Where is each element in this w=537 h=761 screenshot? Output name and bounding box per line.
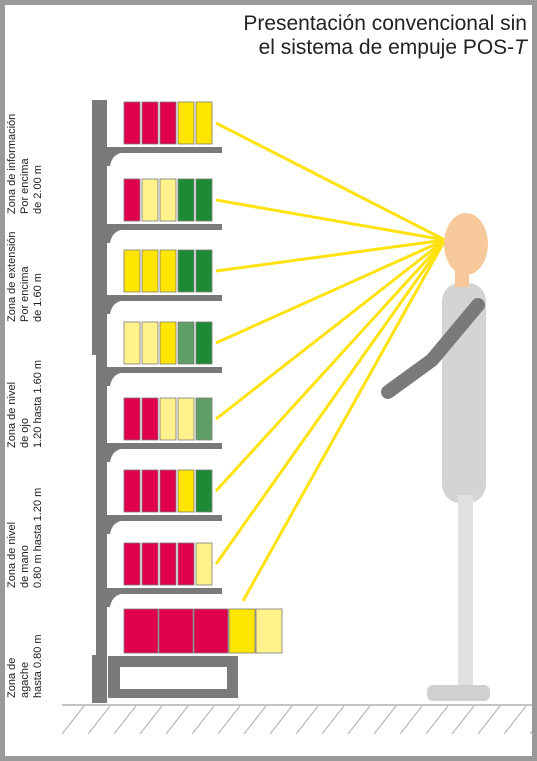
product-block xyxy=(159,469,177,513)
product-block xyxy=(141,469,159,513)
sight-line xyxy=(215,238,446,273)
title-line-2: el sistema de empuje POS-T xyxy=(107,36,527,60)
floor-hatching xyxy=(62,706,532,734)
product-block xyxy=(177,321,195,365)
product-block xyxy=(177,397,195,441)
product-block xyxy=(123,397,141,441)
shelf-board xyxy=(107,515,222,534)
product-block xyxy=(123,101,141,145)
product-block xyxy=(159,249,177,293)
product-block xyxy=(193,608,229,654)
shelf-board xyxy=(107,224,222,243)
shelf-board xyxy=(107,588,222,607)
shelf-board xyxy=(107,295,222,314)
product-block xyxy=(177,101,195,145)
product-block xyxy=(159,542,177,586)
shelf-board xyxy=(107,443,222,462)
product-block xyxy=(141,101,159,145)
product-block xyxy=(158,608,194,654)
sight-line xyxy=(214,238,447,493)
product-block xyxy=(123,469,141,513)
product-block xyxy=(195,101,213,145)
upright-highlight xyxy=(92,355,96,655)
product-block xyxy=(141,249,159,293)
shelf-board xyxy=(107,147,222,166)
shelf-1 xyxy=(107,101,222,166)
person-head xyxy=(444,213,488,275)
product-block xyxy=(255,608,283,654)
product-block xyxy=(195,397,213,441)
product-block xyxy=(159,178,177,222)
title-line-2-text: el sistema de empuje POS- xyxy=(258,36,515,59)
person-foot xyxy=(427,685,490,701)
product-block xyxy=(159,101,177,145)
product-block xyxy=(141,397,159,441)
product-block xyxy=(177,178,195,222)
shelf-board xyxy=(107,367,222,386)
shelf-5 xyxy=(107,397,222,462)
product-block xyxy=(195,178,213,222)
product-block xyxy=(159,321,177,365)
sight-line xyxy=(215,238,446,421)
shelves xyxy=(107,101,283,654)
shelf-2 xyxy=(107,178,222,243)
sight-line xyxy=(215,121,446,242)
product-block xyxy=(123,249,141,293)
sight-line xyxy=(215,238,446,345)
product-block xyxy=(195,542,213,586)
product-block xyxy=(177,249,195,293)
product-block xyxy=(159,397,177,441)
product-block xyxy=(123,542,141,586)
shelf-8 xyxy=(123,608,283,654)
person-leg xyxy=(458,495,473,695)
product-block xyxy=(123,321,141,365)
product-block xyxy=(141,321,159,365)
product-block xyxy=(195,249,213,293)
shelf-3 xyxy=(107,249,222,314)
shelf-4 xyxy=(107,321,222,386)
sight-line xyxy=(241,239,447,602)
product-block xyxy=(195,321,213,365)
sight-line xyxy=(214,239,447,565)
person-arm xyxy=(381,298,485,399)
product-block xyxy=(141,542,159,586)
sight-lines xyxy=(214,121,447,602)
title-line-1: Presentación convencional sin xyxy=(243,12,527,35)
product-block xyxy=(228,608,256,654)
shelf-7 xyxy=(107,542,222,607)
product-block xyxy=(177,542,195,586)
product-block xyxy=(123,178,141,222)
figure-title: Presentación convencional sin el sistema… xyxy=(107,12,527,60)
tau-symbol: T xyxy=(514,36,527,59)
sight-line xyxy=(215,198,446,242)
product-block xyxy=(123,608,159,654)
shelf-base-slot xyxy=(120,667,227,689)
product-block xyxy=(141,178,159,222)
shelf-6 xyxy=(107,469,222,534)
product-block xyxy=(195,469,213,513)
person xyxy=(381,213,490,701)
product-block xyxy=(177,469,195,513)
